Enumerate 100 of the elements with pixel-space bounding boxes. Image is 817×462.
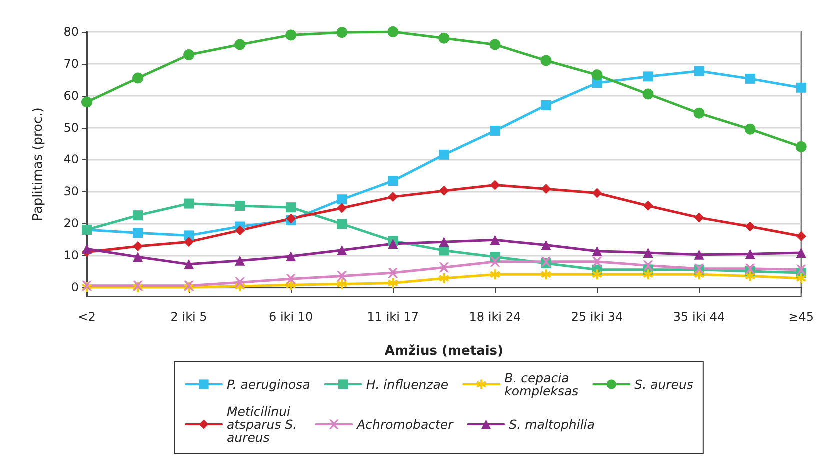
point xyxy=(337,271,348,282)
legend-label: Meticilinui atsparus S. aureus xyxy=(227,404,302,445)
point xyxy=(541,270,552,280)
x-tick-label: 11 iki 17 xyxy=(367,310,420,324)
legend-label: P. aeruginosa xyxy=(227,377,310,392)
x-tick-label: <2 xyxy=(78,310,96,324)
point xyxy=(490,126,500,136)
point xyxy=(694,108,705,119)
point xyxy=(796,231,806,242)
point xyxy=(745,222,756,232)
point xyxy=(235,278,246,288)
point xyxy=(694,250,704,260)
point xyxy=(592,70,603,81)
point xyxy=(336,27,348,38)
point xyxy=(133,242,144,252)
x-tick-label: 18 iki 24 xyxy=(469,310,522,324)
point xyxy=(643,248,654,258)
y-tick-label: 60 xyxy=(64,88,79,103)
point xyxy=(234,39,246,50)
y-axis-title: Paplitimas (proc.) xyxy=(31,108,46,222)
point xyxy=(439,262,450,273)
point xyxy=(796,264,806,275)
point xyxy=(132,72,144,84)
point xyxy=(438,32,450,44)
point xyxy=(388,239,398,249)
x-tick-label: 25 iki 34 xyxy=(571,310,624,324)
y-tick-label: 0 xyxy=(71,280,79,294)
y-tick-label: 30 xyxy=(64,184,79,199)
point xyxy=(744,124,756,135)
point xyxy=(439,273,450,284)
point xyxy=(184,259,194,270)
point xyxy=(490,270,500,280)
point xyxy=(337,245,348,256)
point xyxy=(592,188,602,198)
point xyxy=(133,228,144,238)
point xyxy=(388,176,398,186)
y-tick-label: 50 xyxy=(64,120,79,135)
point xyxy=(439,150,450,160)
y-tick-label: 40 xyxy=(64,152,79,167)
point xyxy=(388,192,398,202)
point xyxy=(286,202,296,213)
point xyxy=(235,256,246,266)
x-tick-label: 6 iki 10 xyxy=(269,310,314,324)
point xyxy=(592,270,602,280)
x-tick-label: 2 iki 5 xyxy=(170,310,208,324)
point xyxy=(796,273,806,284)
point xyxy=(286,274,296,284)
point xyxy=(184,237,194,248)
point xyxy=(490,235,500,246)
point xyxy=(286,30,297,41)
legend-label: S. aureus xyxy=(634,377,694,392)
point xyxy=(337,194,348,205)
point xyxy=(643,201,654,212)
point xyxy=(541,184,552,194)
point xyxy=(540,55,552,66)
point xyxy=(235,226,246,236)
y-tick-label: 10 xyxy=(64,248,79,262)
point xyxy=(235,201,246,212)
point xyxy=(643,72,654,82)
point xyxy=(184,49,195,60)
point xyxy=(133,252,144,262)
y-tick-label: 80 xyxy=(64,25,79,39)
x-tick-label: ≥45 xyxy=(788,310,814,324)
point xyxy=(643,260,654,271)
point xyxy=(184,198,194,209)
point xyxy=(82,244,92,254)
legend-label: H. influenzae xyxy=(366,377,449,392)
point xyxy=(388,268,398,278)
point xyxy=(439,237,450,248)
point xyxy=(643,270,654,280)
point xyxy=(490,180,500,190)
legend-label: Achromobacter xyxy=(356,417,454,432)
x-tick-label: 35 iki 44 xyxy=(673,310,726,324)
point xyxy=(286,251,296,262)
x-axis-title: Amžius (metais) xyxy=(384,344,504,359)
point xyxy=(337,279,348,290)
point xyxy=(745,249,756,260)
point xyxy=(745,271,756,282)
point xyxy=(337,203,348,214)
y-tick-label: 20 xyxy=(64,216,79,231)
point xyxy=(694,66,704,76)
point xyxy=(490,256,500,267)
point xyxy=(388,26,399,38)
point xyxy=(694,212,704,223)
point xyxy=(592,256,602,267)
legend-label: S. maltophilia xyxy=(509,417,595,432)
point xyxy=(642,88,654,100)
point xyxy=(592,246,602,256)
point xyxy=(388,278,398,288)
point xyxy=(541,100,552,110)
point xyxy=(796,248,806,258)
point xyxy=(490,39,501,50)
point xyxy=(745,264,756,274)
point xyxy=(133,210,144,221)
point xyxy=(796,82,806,93)
point xyxy=(541,240,552,250)
legend-label: B. cepacia kompleksas xyxy=(504,370,580,398)
point xyxy=(796,141,807,152)
y-tick-label: 70 xyxy=(64,56,79,71)
point xyxy=(337,219,348,230)
